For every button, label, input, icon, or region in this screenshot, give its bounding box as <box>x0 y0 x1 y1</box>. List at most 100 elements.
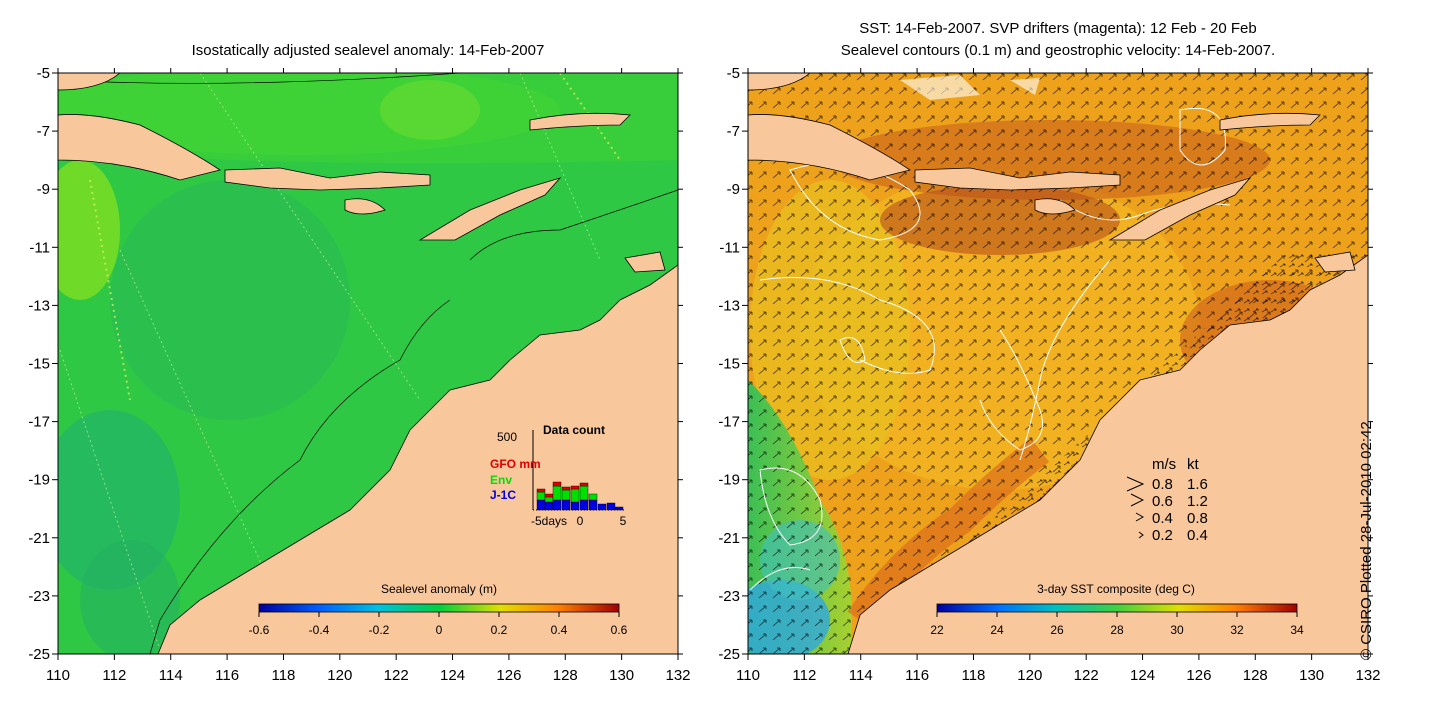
sst-colorbar-tick-label: 22 <box>930 623 944 637</box>
arrow-0-2-icon <box>1138 531 1144 539</box>
sla-map <box>58 73 678 654</box>
sst-y-tick-label: -25 <box>718 646 740 663</box>
arrow-0-6-icon <box>1130 493 1145 507</box>
sst-x-tick-label: 112 <box>792 667 816 684</box>
sst-y-tick-label: -19 <box>718 472 740 489</box>
data-count-title: Data count <box>543 423 605 437</box>
sst-y-tick-label: -17 <box>718 414 740 431</box>
sla-x-tick-label: 132 <box>665 667 690 684</box>
sst-y-tick-label: -11 <box>719 239 740 256</box>
sla-y-tick-label: -15 <box>28 356 50 373</box>
sla-x-tick-label: 112 <box>102 667 126 684</box>
velocity-ms-1: 0.6 <box>1152 493 1173 510</box>
sla-colorbar-title: Sealevel anomaly (m) <box>381 582 497 596</box>
sst-colorbar-tick-label: 28 <box>1110 623 1124 637</box>
sumba-island <box>344 198 386 215</box>
borneo-coast-sst <box>748 73 811 91</box>
histogram-bar <box>552 485 562 501</box>
flores-island <box>529 112 631 131</box>
histogram-bar <box>606 502 616 511</box>
lesser-sunda-islands <box>224 167 431 191</box>
sst-y-tick-label: -5 <box>727 65 740 82</box>
sla-y-tick-label: -5 <box>37 65 50 82</box>
histogram-bar <box>579 499 589 511</box>
histogram-bar <box>579 482 589 487</box>
sla-axes: 110 112 114 116 118 120 122 124 126 128 130 132 -5 -7… <box>28 65 690 684</box>
histogram-bar <box>579 485 589 501</box>
legend-env: Env <box>490 473 512 487</box>
australia-landmass <box>157 264 678 654</box>
timor-island-sst <box>1108 177 1252 241</box>
velocity-ms-3: 0.2 <box>1152 527 1173 544</box>
velocity-kt-1: 1.2 <box>1187 493 1208 510</box>
sst-axes: 110 112 114 116 118 120 122 124 126 128 130 132 -5 -7… <box>718 65 1380 684</box>
sla-y-tick-label: -7 <box>37 123 50 140</box>
sst-x-tick-label: 122 <box>1074 667 1099 684</box>
histogram-bar <box>597 503 607 511</box>
lesser-sunda-islands-sst <box>914 167 1121 191</box>
data-count-inset: Data count 500 GFO mm Env J-1C -5days 0 … <box>490 423 627 528</box>
histogram-bar <box>536 491 546 501</box>
sla-colorbar-tick-label: -0.4 <box>309 623 330 637</box>
sla-y-tick-label: -23 <box>28 588 50 605</box>
sla-x-tick-label: 118 <box>271 667 295 684</box>
sst-x-tick-label: 126 <box>1186 667 1211 684</box>
sla-x-tick-label: 130 <box>609 667 634 684</box>
sla-colorbar-tick-label: 0 <box>436 623 443 637</box>
flores-island-sst <box>1219 112 1321 131</box>
velocity-legend-ms-header: m/s <box>1152 456 1176 473</box>
sst-x-tick-label: 130 <box>1299 667 1324 684</box>
sst-y-tick-label: -9 <box>727 181 740 198</box>
sst-colorbar-tick-label: 30 <box>1170 623 1184 637</box>
histogram-bar <box>570 501 580 511</box>
histogram-bar <box>552 481 562 487</box>
arrow-0-4-icon <box>1135 512 1145 522</box>
velocity-kt-3: 0.4 <box>1187 527 1208 544</box>
sst-colorbar-tick-label: 34 <box>1290 623 1304 637</box>
sla-y-tick-label: -17 <box>28 414 50 431</box>
sst-x-tick-label: 110 <box>736 667 760 684</box>
inset-x-label-start: -5days <box>531 514 567 528</box>
arrow-0-8-icon <box>1126 476 1145 492</box>
sst-y-tick-label: -23 <box>718 588 740 605</box>
java-island-sst <box>748 114 911 181</box>
sla-x-tick-label: 120 <box>327 667 352 684</box>
histogram-bar <box>570 488 580 503</box>
sst-colorbar-title: 3-day SST composite (deg C) <box>1037 582 1195 596</box>
sla-x-tick-label: 128 <box>553 667 578 684</box>
histogram-bar <box>536 499 546 511</box>
sumba-island-sst <box>1034 198 1076 215</box>
velocity-ms-0: 0.8 <box>1152 476 1173 493</box>
sst-colorbar: 3-day SST composite (deg C) 22 24 26 28 30 32… <box>930 582 1304 637</box>
sst-colorbar-tick-label: 24 <box>990 623 1004 637</box>
velocity-kt-2: 0.8 <box>1187 510 1208 527</box>
sla-y-tick-label: -19 <box>28 472 50 489</box>
histogram-bar <box>614 506 624 511</box>
histogram-bar <box>544 496 554 503</box>
sst-x-tick-label: 132 <box>1355 667 1380 684</box>
histogram-bar <box>561 499 571 511</box>
left-map-title: Isostatically adjusted sealevel anomaly:… <box>191 42 545 59</box>
sla-y-tick-label: -13 <box>28 297 50 314</box>
sst-x-tick-label: 124 <box>1130 667 1155 684</box>
inset-x-label-end: 5 <box>620 514 627 528</box>
sla-y-tick-label: -25 <box>28 646 50 663</box>
copyright-notice: © CSIRO Plotted 28-Jul-2010 02:42 <box>1358 421 1375 660</box>
sst-colorbar-tick-label: 32 <box>1230 623 1244 637</box>
legend-j1c: J-1C <box>490 488 516 502</box>
velocity-legend: m/s kt 0.8 1.6 0.6 1.2 0.4 0.8 0.2 0.4 <box>1126 456 1208 544</box>
timor-island <box>418 177 562 241</box>
sla-y-tick-label: -21 <box>28 530 50 547</box>
histogram-bar <box>561 489 571 501</box>
sst-y-tick-label: -21 <box>718 530 740 547</box>
sla-colorbar: Sealevel anomaly (m) -0.6 -0.4 -0.2 0 0.2 0.4… <box>249 582 628 637</box>
sla-colorbar-tick-label: 0.2 <box>491 623 508 637</box>
sla-x-tick-label: 116 <box>215 667 239 684</box>
sst-x-tick-label: 116 <box>905 667 929 684</box>
inset-x-label-mid: 0 <box>577 514 584 528</box>
sla-colorbar-tick-label: 0.4 <box>551 623 568 637</box>
histogram-bar <box>588 493 598 501</box>
sla-y-tick-label: -11 <box>29 239 50 256</box>
sst-x-tick-label: 120 <box>1017 667 1042 684</box>
